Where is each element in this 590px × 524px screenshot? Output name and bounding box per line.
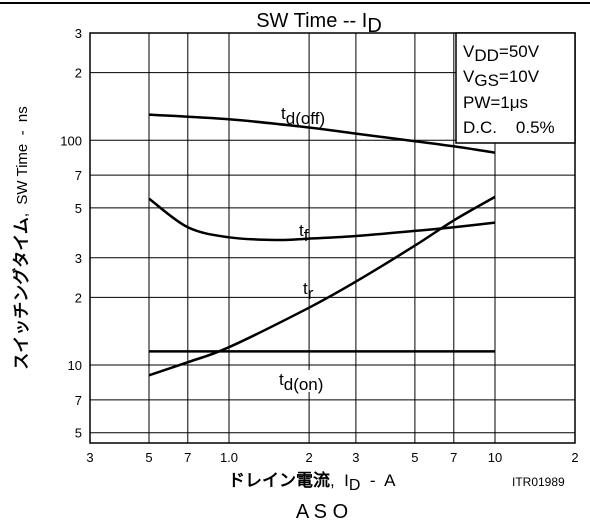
x-axis-label: ドレイン電流, ID - A xyxy=(228,470,396,494)
label-td-off: td(off) xyxy=(281,104,325,128)
x-tick-label-2: 7 xyxy=(184,450,191,465)
curves xyxy=(148,113,496,377)
y-tick-label-0: 5 xyxy=(75,426,82,441)
x-tick-label-4: 2 xyxy=(305,450,312,465)
x-tick-label-8: 10 xyxy=(488,450,502,465)
x-tick-label-3: 1.0 xyxy=(220,450,238,465)
chart-title: SW Time -- ID xyxy=(256,10,382,37)
x-tick-label-0: 3 xyxy=(86,450,93,465)
y-tick-label-9: 3 xyxy=(75,26,82,41)
condition-vgs: VGS=10V xyxy=(463,67,540,90)
plot-frame xyxy=(89,32,576,444)
label-td-on-backdrop xyxy=(277,370,343,392)
chart-title-subscript: D xyxy=(367,15,381,37)
label-tr: tr xyxy=(303,279,314,303)
x-tick-label-7: 7 xyxy=(450,450,457,465)
series-line-tr xyxy=(148,195,496,377)
condition-vdd: VDD=50V xyxy=(463,42,540,65)
label-td-on: td(on) xyxy=(279,370,323,394)
x-tick-label-6: 5 xyxy=(411,450,418,465)
conditions-frame xyxy=(455,32,576,144)
conditions-box: VDD=50V VGS=10V PW=1μs D.C. 0.5% xyxy=(455,32,576,144)
y-tick-label-5: 5 xyxy=(75,201,82,216)
y-tick-label-6: 7 xyxy=(75,168,82,183)
y-tick-label-4: 3 xyxy=(75,251,82,266)
y-tick-label-2: 10 xyxy=(68,358,82,373)
y-tick-label-8: 2 xyxy=(75,66,82,81)
x-tick-label-5: 3 xyxy=(352,450,359,465)
series-line-tf xyxy=(148,197,496,242)
label-tf: tf xyxy=(299,221,309,245)
y-tick-label-1: 7 xyxy=(75,393,82,408)
condition-dc: D.C. 0.5% xyxy=(463,118,555,137)
x-tick-label-1: 5 xyxy=(145,450,152,465)
x-tick-label-9: 2 xyxy=(571,450,578,465)
footer-aso: A S O xyxy=(296,501,348,523)
series-line-tdoff xyxy=(148,113,496,154)
y-tick-label-3: 2 xyxy=(75,290,82,305)
figure-code: ITR01989 xyxy=(512,475,565,489)
condition-pw: PW=1μs xyxy=(463,93,528,112)
y-axis-label: スイッチングタイム, SW Time - ns xyxy=(11,106,31,370)
y-tick-label-7: 100 xyxy=(60,133,82,148)
